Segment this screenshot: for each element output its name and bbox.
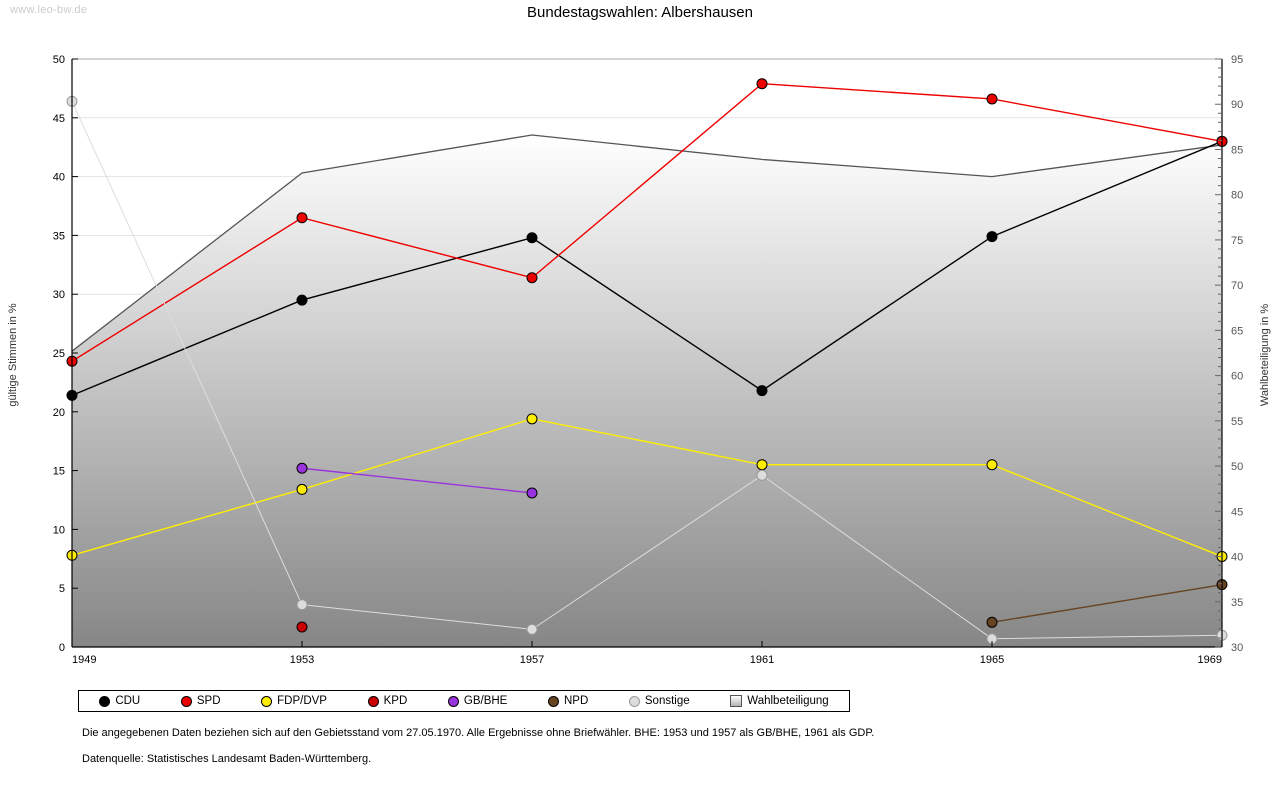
legend-dot-icon: [261, 695, 273, 707]
data-point: [526, 413, 538, 425]
legend-label: Wahlbeteiligung: [747, 695, 829, 707]
wahlbeteiligung-area: [71, 134, 1223, 648]
data-point: [296, 483, 308, 495]
legend-item-wahlbeteiligung[interactable]: Wahlbeteiligung: [730, 695, 829, 707]
footnote-data-basis: Die angegebenen Daten beziehen sich auf …: [82, 727, 875, 739]
left-axis-tick: 25: [53, 348, 65, 360]
legend-dot-icon: [628, 695, 640, 707]
right-axis-tick: 95: [1231, 54, 1243, 66]
chart-series-group: [66, 78, 1228, 645]
chart-tick-labels: 0 5 10 15 20 25 30 35 40 45 50 30 35 40 45 50 55 60 65 70 75…: [53, 54, 1244, 666]
legend-square-icon: [730, 695, 743, 707]
data-point: [296, 621, 308, 633]
legend-label: FDP/DVP: [277, 695, 327, 707]
data-point: [986, 616, 998, 628]
legend-label: KPD: [383, 695, 408, 707]
chart-legend: CDU SPD FDP/DVP KPD GB/BHE NPD Sonstige Wahlbet…: [78, 690, 850, 712]
legend-label: NPD: [563, 695, 589, 707]
data-point: [526, 487, 538, 499]
x-axis-tick: 1949: [72, 654, 96, 666]
legend-item-cdu[interactable]: CDU: [99, 695, 140, 707]
x-axis-tick: 1961: [750, 654, 774, 666]
data-point: [526, 272, 538, 284]
chart-canvas: 0 5 10 15 20 25 30 35 40 45 50 30 35 40 45 50 55 60 65 70 75…: [7, 54, 1271, 666]
left-axis-tick: 30: [53, 289, 65, 301]
left-axis-tick: 40: [53, 172, 65, 184]
data-point: [986, 231, 998, 243]
x-axis-tick: 1965: [980, 654, 1004, 666]
legend-dot-icon: [99, 695, 111, 707]
legend-item-fdp-dvp[interactable]: FDP/DVP: [261, 695, 327, 707]
legend-item-gb-bhe[interactable]: GB/BHE: [447, 695, 508, 707]
left-axis-title: gültige Stimmen in %: [7, 303, 19, 407]
chart-plot-area: 0 5 10 15 20 25 30 35 40 45 50 30 35 40 45 50 55 60 65 70 75…: [7, 54, 1271, 666]
data-point: [526, 232, 538, 244]
right-axis-tick: 35: [1231, 597, 1243, 609]
footnote-source: Datenquelle: Statistisches Landesamt Bad…: [82, 753, 372, 765]
data-point: [756, 459, 768, 471]
legend-item-spd[interactable]: SPD: [180, 695, 221, 707]
legend-label: Sonstige: [644, 695, 690, 707]
data-point: [756, 469, 768, 481]
left-axis-tick: 5: [59, 583, 65, 595]
legend-dot-icon: [367, 695, 379, 707]
left-axis-tick: 10: [53, 524, 65, 536]
right-axis-tick: 65: [1231, 325, 1243, 337]
right-axis-tick: 45: [1231, 506, 1243, 518]
data-point: [986, 93, 998, 105]
right-axis-tick: 40: [1231, 552, 1243, 564]
x-axis-tick: 1957: [520, 654, 544, 666]
left-axis-tick: 45: [53, 113, 65, 125]
right-axis-tick: 80: [1231, 190, 1243, 202]
legend-label: SPD: [196, 695, 221, 707]
right-axis-tick: 55: [1231, 416, 1243, 428]
right-axis-tick: 85: [1231, 144, 1243, 156]
x-axis-tick: 1953: [290, 654, 314, 666]
data-point: [296, 462, 308, 474]
data-point: [526, 623, 538, 635]
right-axis-tick: 90: [1231, 99, 1243, 111]
left-axis-tick: 20: [53, 407, 65, 419]
legend-dot-icon: [447, 695, 459, 707]
legend-item-kpd[interactable]: KPD: [367, 695, 408, 707]
legend-dot-icon: [547, 695, 559, 707]
right-axis-tick: 50: [1231, 461, 1243, 473]
data-point: [296, 212, 308, 224]
data-point: [986, 459, 998, 471]
page-title: Bundestagswahlen: Albershausen: [527, 4, 753, 21]
right-axis-tick: 60: [1231, 371, 1243, 383]
chart-axes: [71, 58, 1223, 648]
data-point: [756, 385, 768, 397]
right-axis-tick: 30: [1231, 642, 1243, 654]
left-axis-tick: 0: [59, 642, 65, 654]
right-axis-tick: 75: [1231, 235, 1243, 247]
right-axis-title: Wahlbeteiligung in %: [1259, 304, 1271, 407]
x-axis-tick: 1969: [1198, 654, 1222, 666]
data-point: [296, 599, 308, 611]
left-axis-tick: 50: [53, 54, 65, 66]
right-axis-tick: 70: [1231, 280, 1243, 292]
legend-label: CDU: [115, 695, 141, 707]
left-axis-tick: 15: [53, 466, 65, 478]
legend-label: GB/BHE: [463, 695, 508, 707]
legend-item-sonstige[interactable]: Sonstige: [628, 695, 690, 707]
left-axis-tick: 35: [53, 230, 65, 242]
legend-dot-icon: [180, 695, 192, 707]
data-point: [296, 294, 308, 306]
site-watermark: www.leo-bw.de: [10, 4, 88, 16]
data-point: [756, 78, 768, 90]
legend-item-npd[interactable]: NPD: [547, 695, 589, 707]
